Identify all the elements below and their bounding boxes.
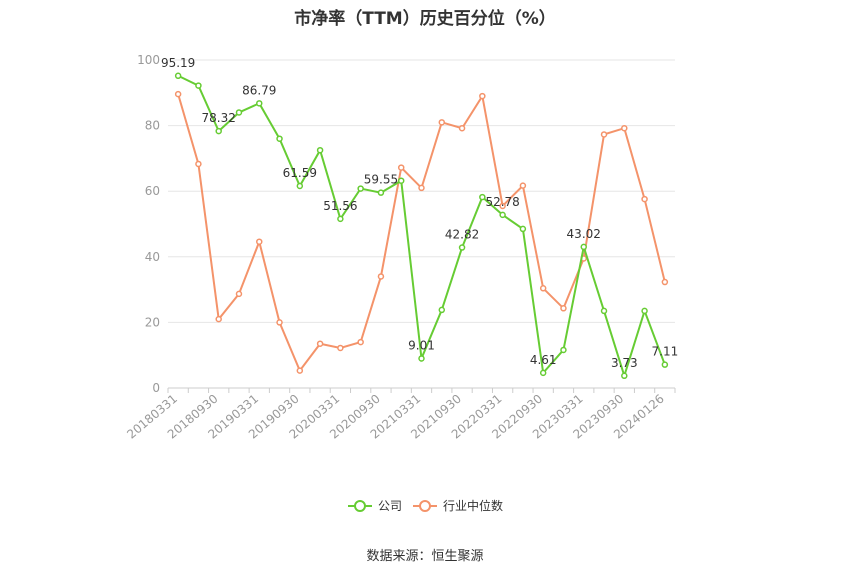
data-point: [539, 285, 547, 292]
y-tick-label: 80: [145, 119, 160, 133]
data-point: [337, 215, 344, 223]
data-point: [560, 346, 567, 354]
data-point: [418, 355, 425, 362]
data-point: [235, 109, 243, 116]
y-tick-label: 20: [145, 315, 160, 329]
data-point: [276, 135, 283, 142]
grid-layer: [168, 59, 675, 323]
data-point: [519, 182, 527, 189]
y-tick-label: 100: [137, 53, 160, 67]
data-point: [661, 278, 669, 286]
data-source: 数据来源：恒生聚源: [366, 549, 484, 564]
data-point: [600, 131, 608, 138]
data-point: [438, 119, 446, 126]
data-point: [377, 273, 385, 280]
data-point: [499, 211, 506, 219]
data-label: 86.79: [242, 83, 276, 97]
y-tick-label: 60: [145, 184, 160, 198]
data-point: [519, 225, 527, 233]
data-point: [256, 238, 263, 245]
data-point: [397, 164, 405, 171]
legend: 公司 行业中位数: [348, 498, 503, 513]
data-point: [195, 82, 202, 89]
data-point: [235, 290, 243, 298]
data-point: [174, 72, 182, 80]
data-point: [661, 361, 669, 368]
data-point: [418, 184, 425, 192]
data-label: 7.11: [652, 345, 679, 359]
legend-label: 公司: [378, 499, 402, 513]
data-label: 61.59: [283, 166, 317, 180]
data-point: [621, 372, 628, 380]
data-point: [580, 243, 587, 251]
data-point: [499, 202, 506, 210]
data-point: [479, 92, 486, 100]
data-point: [641, 195, 648, 203]
label-layer: 95.19 78.32 86.79 61.59 51.56 59.55 9.01 42.82 5…: [161, 56, 678, 370]
data-point: [337, 344, 344, 352]
data-point: [215, 127, 222, 135]
series-line: [177, 74, 666, 380]
data-label: 4.61: [530, 353, 557, 367]
y-tick-label: 0: [152, 381, 160, 395]
data-label: 52.78: [485, 195, 519, 209]
data-label: 3.73: [611, 356, 638, 370]
data-point: [539, 369, 547, 377]
data-label: 9.01: [408, 338, 435, 352]
data-point: [458, 244, 466, 251]
data-point: [458, 124, 466, 132]
data-point: [256, 100, 263, 107]
data-label: 78.32: [202, 111, 236, 125]
data-point: [174, 90, 182, 98]
data-point: [600, 307, 608, 315]
data-label: 43.02: [567, 227, 601, 241]
data-point: [357, 185, 364, 192]
legend-swatch-marker: [354, 500, 366, 512]
legend-swatch-marker: [419, 500, 431, 512]
data-point: [438, 306, 446, 314]
data-label: 59.55: [364, 173, 398, 187]
data-point: [316, 340, 324, 347]
data-point: [397, 177, 405, 184]
series-layer: [174, 72, 669, 380]
data-point: [296, 182, 304, 190]
data-point: [560, 305, 567, 312]
data-point: [215, 315, 222, 323]
data-point: [621, 124, 628, 132]
y-tick-label: 40: [145, 250, 160, 264]
data-label: 95.19: [161, 56, 195, 70]
chart-title: 市净率（TTM）历史百分位（%）: [294, 9, 556, 29]
data-label: 51.56: [323, 199, 357, 213]
data-point: [316, 146, 324, 154]
data-point: [377, 189, 385, 196]
data-point: [357, 338, 364, 346]
data-point: [195, 160, 202, 168]
data-label: 42.82: [445, 228, 479, 242]
data-point: [296, 367, 304, 374]
data-point: [641, 307, 648, 315]
legend-label: 行业中位数: [443, 498, 503, 513]
data-point: [479, 193, 486, 201]
data-point: [276, 319, 283, 326]
